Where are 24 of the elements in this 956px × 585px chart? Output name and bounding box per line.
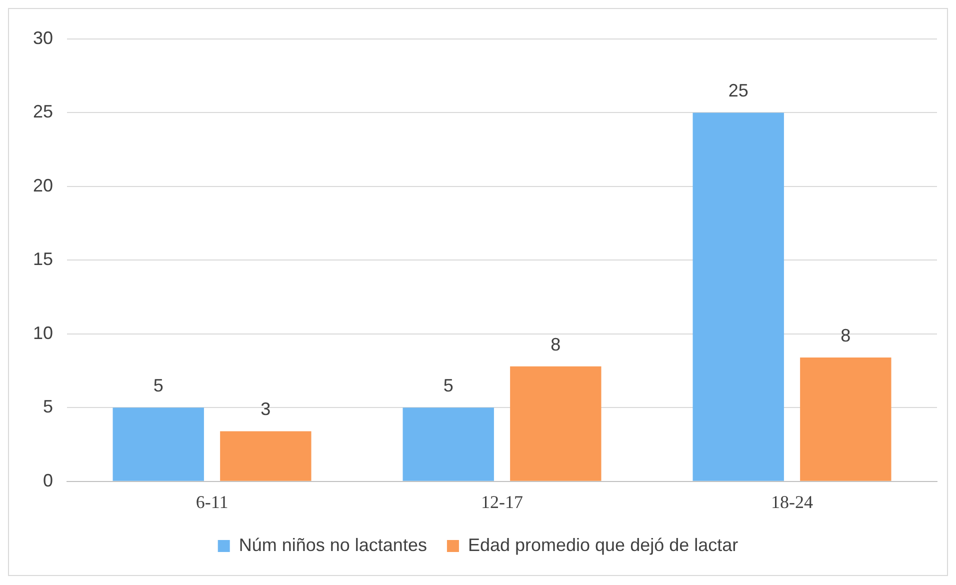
data-label: 3 [260,399,271,420]
data-label: 8 [840,325,851,346]
y-tick-label: 10 [32,322,54,343]
x-tick-label: 12-17 [481,492,524,512]
y-tick-label: 25 [32,102,54,122]
y-tick-label: 5 [43,396,54,417]
bar [220,431,312,481]
bar [402,408,494,481]
x-tick-label: 18-24 [771,492,814,512]
legend-label: Núm niños no lactantes [238,534,427,555]
y-tick-label: 0 [43,470,54,490]
bar [692,112,784,481]
data-label: 8 [550,334,561,354]
bar [112,408,204,481]
legend-label: Edad promedio que dejó de lactar [468,534,738,555]
y-tick-label: 30 [32,28,54,48]
data-label: 25 [728,80,748,101]
bar [800,358,892,481]
data-label: 5 [153,376,164,396]
bar [510,366,602,481]
data-label: 5 [443,376,454,396]
y-tick-label: 20 [32,175,54,196]
x-tick-label: 6-11 [196,492,228,512]
y-tick-label: 15 [32,249,54,270]
